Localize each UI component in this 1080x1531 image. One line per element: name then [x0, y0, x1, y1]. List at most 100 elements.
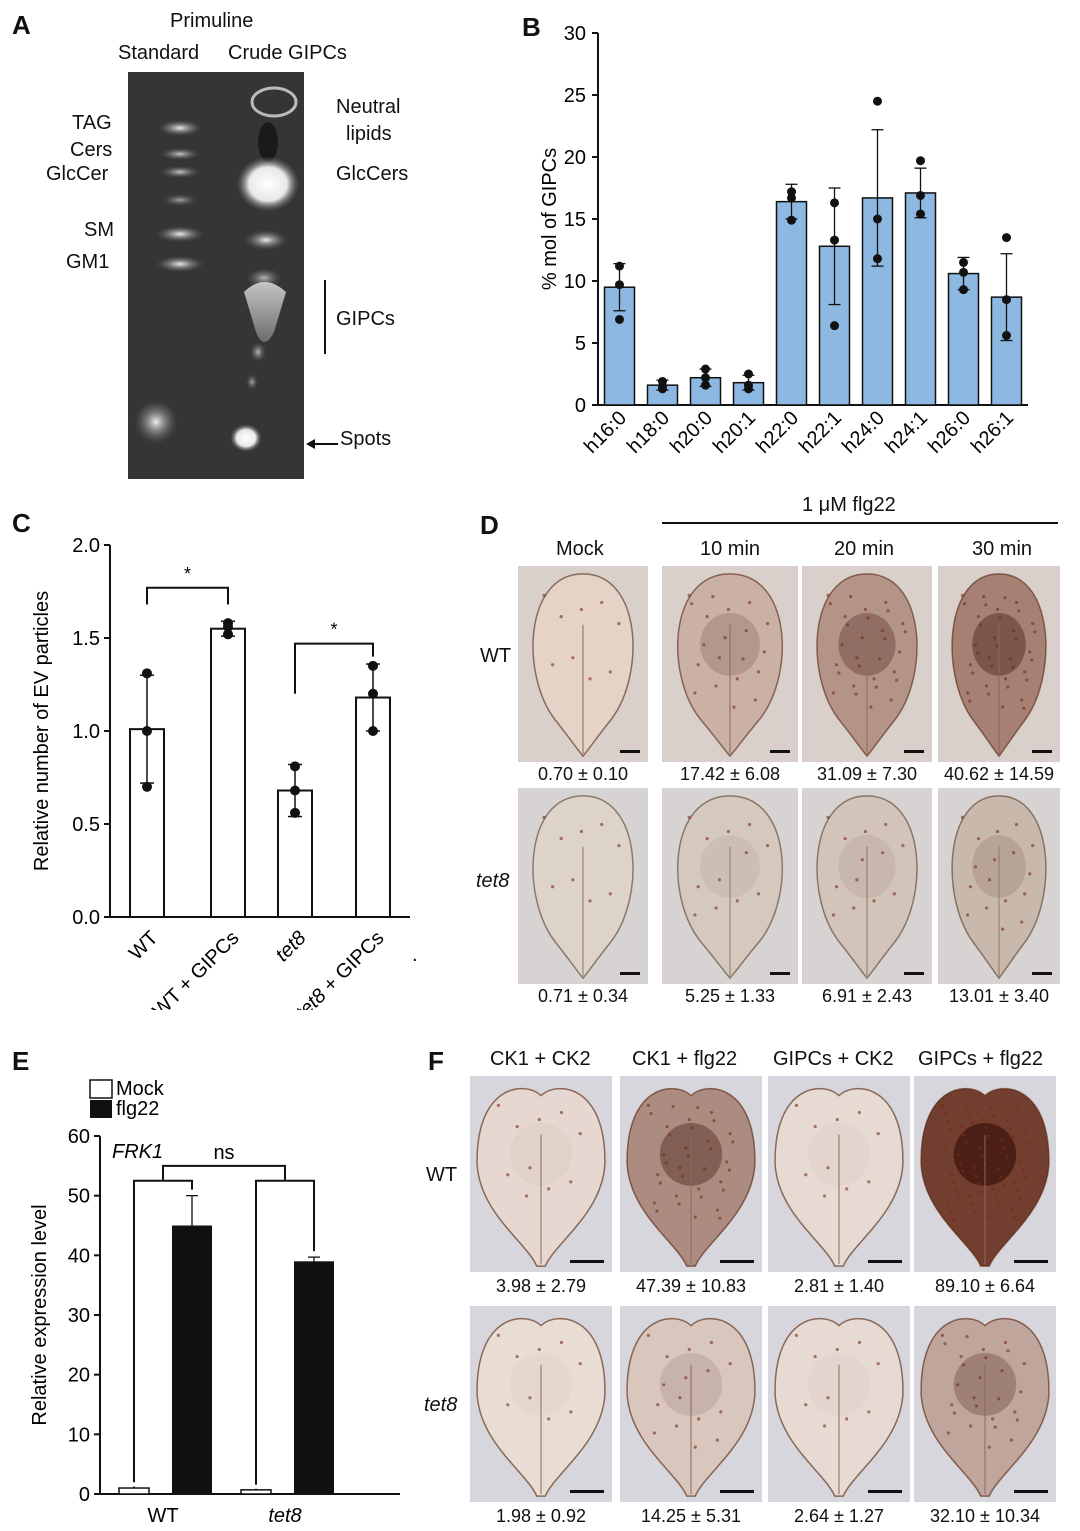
stain-speckle — [1009, 1208, 1014, 1212]
f-leaf-tet8-3 — [914, 1306, 1056, 1502]
data-point — [916, 209, 925, 219]
data-point — [701, 373, 710, 383]
stain-speckle — [727, 1168, 731, 1172]
stain-speckle — [1014, 822, 1019, 827]
leaf-image — [802, 788, 932, 984]
stain-speckle — [1028, 650, 1032, 654]
stain-speckle — [652, 1201, 656, 1205]
stain-speckle — [843, 836, 847, 841]
stain-speckle — [753, 698, 757, 702]
stain-speckle — [968, 1194, 973, 1198]
stain-speckle — [845, 1187, 849, 1191]
stain-speckle — [952, 1181, 956, 1185]
stain-speckle — [725, 1160, 729, 1164]
scale-bar — [620, 750, 640, 753]
stain-speckle — [903, 630, 907, 634]
stain-speckle — [515, 1354, 519, 1359]
significance-star: * — [184, 564, 191, 584]
stain-speckle — [964, 1141, 968, 1145]
y-tick-label: 10 — [564, 271, 586, 293]
stain-speckle — [997, 1397, 1001, 1401]
d-measurement: 31.09 ± 7.30 — [817, 764, 917, 784]
f-measurement: 2.81 ± 1.40 — [794, 1276, 884, 1296]
stain-speckle — [697, 1187, 701, 1191]
stain-speckle — [668, 1133, 672, 1137]
stain-speckle — [744, 629, 748, 633]
stain-speckle — [765, 622, 770, 626]
f-leaf-tet8-1 — [620, 1306, 762, 1502]
f-measurement: 3.98 ± 2.79 — [496, 1276, 586, 1296]
stain-speckle — [693, 1215, 697, 1219]
f-leaf-tet8-2 — [768, 1306, 910, 1502]
data-point — [368, 726, 378, 736]
label-glccer: GlcCer — [46, 163, 109, 185]
y-tick-label: 40 — [68, 1245, 90, 1267]
scale-bar — [868, 1490, 902, 1493]
stain-speckle — [690, 1126, 694, 1130]
scale-bar — [720, 1260, 754, 1263]
stain-speckle — [571, 878, 575, 882]
stain-speckle — [957, 1197, 962, 1202]
x-tick-label: tet8 — [271, 927, 310, 966]
data-point — [142, 781, 152, 792]
stain-speckle — [674, 1424, 679, 1428]
stain-speckle — [706, 1369, 710, 1373]
stain-speckle — [1003, 1110, 1008, 1115]
panel-b-letter: B — [522, 12, 541, 42]
stain-speckle — [1001, 927, 1005, 931]
d-measurement: 13.01 ± 3.40 — [949, 986, 1049, 1006]
data-point — [873, 96, 882, 106]
stain-speckle — [1012, 851, 1016, 855]
stain-speckle — [831, 691, 836, 695]
stain-speckle — [972, 1396, 976, 1400]
scale-bar — [770, 750, 790, 753]
stain-speckle — [678, 1166, 682, 1170]
stain-speckle — [886, 609, 890, 613]
stain-speckle — [515, 1124, 519, 1129]
stain-speckle — [956, 1153, 960, 1157]
stain-speckle — [877, 657, 882, 661]
leaf-image — [662, 566, 798, 762]
leaf-image — [768, 1306, 910, 1502]
stain-speckle — [1022, 706, 1026, 710]
data-point — [744, 384, 753, 394]
stain-speckle — [496, 1103, 500, 1107]
stain-speckle — [705, 614, 709, 619]
stain-speckle — [655, 1209, 659, 1213]
stain-speckle — [714, 906, 718, 910]
stain-speckle — [961, 1169, 965, 1173]
stain-speckle — [974, 1404, 979, 1408]
scale-bar — [720, 1490, 754, 1493]
x-tick-label: h24:0 — [838, 407, 889, 458]
stain-speckle — [617, 622, 621, 626]
stain-speckle — [506, 1403, 510, 1407]
stain-speckle — [1023, 892, 1027, 896]
legend-swatch-mock — [89, 1079, 113, 1099]
data-point — [787, 187, 796, 197]
data-point — [1002, 233, 1011, 243]
stain-speckle — [813, 1124, 817, 1129]
stain-speckle — [1025, 1140, 1029, 1144]
x-tick-label: h16:0 — [580, 407, 631, 458]
stain-speckle — [696, 1106, 700, 1110]
stain-speckle — [867, 1180, 871, 1184]
stain-speckle — [608, 670, 612, 674]
x-tick-label: h22:0 — [752, 407, 803, 458]
panel-f-letter: F — [428, 1046, 444, 1076]
stain-speckle — [943, 1342, 947, 1346]
d-leaf-wt-2 — [802, 566, 932, 762]
label-lipids: lipids — [346, 123, 392, 145]
stain-speckle — [1031, 844, 1035, 848]
stain-speckle — [984, 1356, 988, 1360]
data-point — [744, 369, 753, 379]
stain-speckle — [693, 691, 697, 695]
significance-bracket — [294, 642, 374, 694]
stain-speckle — [863, 829, 868, 834]
d-leaf-wt-1 — [662, 566, 798, 762]
leaf-image — [914, 1306, 1056, 1502]
stain-speckle — [979, 1190, 984, 1195]
stain-speckle — [901, 622, 905, 626]
stain-speckle — [998, 616, 1002, 620]
stain-speckle — [1013, 1410, 1017, 1414]
f-col-gipcs-ck2: GIPCs + CK2 — [773, 1048, 894, 1070]
